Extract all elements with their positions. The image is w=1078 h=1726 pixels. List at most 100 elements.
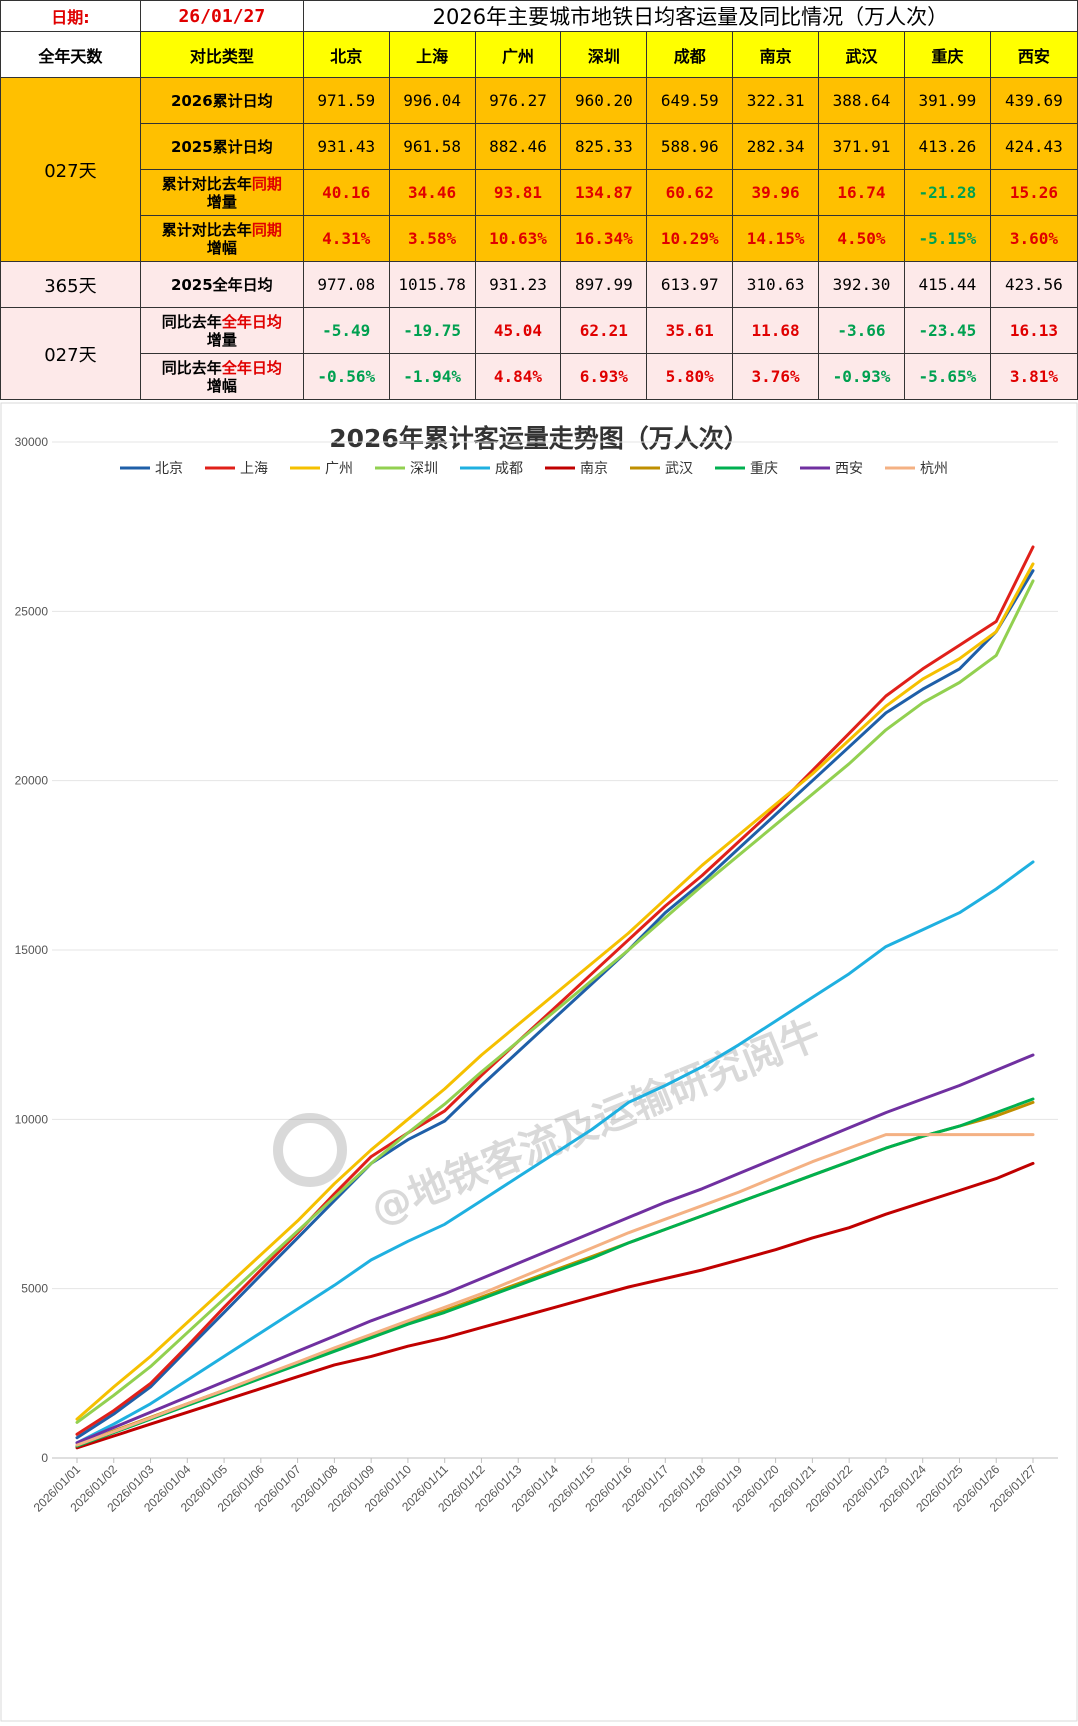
table-title: 2026年主要城市地铁日均客运量及同比情况（万人次） — [302, 0, 1078, 32]
value-cell-rfdiff: 16.13 — [989, 307, 1078, 354]
legend-label: 杭州 — [920, 461, 948, 477]
line-chart: 2026年累计客运量走势图（万人次） 0 5000 10000 15000 20000 2… — [0, 402, 1078, 1722]
value-cell-rfpct: 5.80% — [646, 353, 734, 400]
row-label-2025-full: 2025全年日均 — [139, 261, 304, 308]
value-cell-rdiff: -21.28 — [903, 169, 991, 216]
value-cell-r2026: 996.04 — [388, 77, 476, 124]
col-header-days: 全年天数 — [0, 31, 141, 78]
value-cell-rfull: 613.97 — [646, 261, 734, 308]
legend-label: 深圳 — [410, 461, 438, 477]
row-label-2025-avg: 2025累计日均 — [139, 123, 304, 170]
value-cell-rfull: 897.99 — [560, 261, 648, 308]
value-cell-rfpct: 4.84% — [474, 353, 562, 400]
series-line-南京 — [75, 1161, 1035, 1450]
value-cell-rdiff: 60.62 — [646, 169, 734, 216]
col-header-city: 西安 — [989, 31, 1078, 78]
value-cell-rfpct: 3.81% — [989, 353, 1078, 400]
col-header-city: 南京 — [732, 31, 820, 78]
label-part: 增量 — [206, 192, 237, 211]
label-highlight: 全年日均 — [221, 312, 282, 331]
value-cell-r2025: 825.33 — [560, 123, 648, 170]
value-cell-rpct: 3.58% — [388, 215, 476, 262]
value-cell-rfdiff: 45.04 — [474, 307, 562, 354]
gridlines — [52, 441, 1058, 1459]
y-tick-label: 10000 — [15, 1112, 49, 1126]
value-cell-rfull: 310.63 — [732, 261, 820, 308]
col-header-type: 对比类型 — [139, 31, 304, 78]
value-cell-rdiff: 39.96 — [732, 169, 820, 216]
value-cell-rdiff: 34.46 — [388, 169, 476, 216]
label-part: 增幅 — [206, 238, 237, 257]
legend-label: 西安 — [835, 461, 863, 477]
col-header-city: 成都 — [646, 31, 734, 78]
value-cell-r2026: 391.99 — [903, 77, 991, 124]
series-line-杭州 — [75, 1133, 1035, 1447]
series-lines — [75, 545, 1035, 1450]
legend-label: 武汉 — [665, 461, 693, 477]
value-cell-rfdiff: 35.61 — [646, 307, 734, 354]
value-cell-r2026: 976.27 — [474, 77, 562, 124]
row-label-cum-pct: 累计对比去年同期 增幅 — [139, 215, 304, 262]
value-cell-rfpct: 6.93% — [560, 353, 648, 400]
label-highlight: 全年日均 — [221, 358, 282, 377]
value-cell-rfpct: 3.76% — [732, 353, 820, 400]
value-cell-rfdiff: -5.49 — [302, 307, 390, 354]
y-tick-label: 20000 — [15, 774, 49, 788]
group-days-cell: 365天 — [0, 261, 141, 308]
value-cell-rfull: 1015.78 — [388, 261, 476, 308]
value-cell-rpct: 14.15% — [732, 215, 820, 262]
value-cell-r2025: 371.91 — [818, 123, 905, 170]
value-cell-rdiff: 93.81 — [474, 169, 562, 216]
value-cell-r2025: 882.46 — [474, 123, 562, 170]
group-days-cell: 027天 — [0, 77, 141, 262]
value-cell-rfdiff: 11.68 — [732, 307, 820, 354]
value-cell-rdiff: 15.26 — [989, 169, 1078, 216]
value-cell-rfull: 423.56 — [989, 261, 1078, 308]
col-header-city: 武汉 — [818, 31, 905, 78]
y-tick-label: 15000 — [15, 943, 49, 957]
value-cell-rfull: 977.08 — [302, 261, 390, 308]
series-line-广州 — [75, 562, 1035, 1421]
label-part: 增幅 — [206, 376, 237, 395]
value-cell-rpct: 4.50% — [818, 215, 905, 262]
series-line-成都 — [75, 860, 1035, 1445]
legend-label: 广州 — [325, 461, 353, 477]
value-cell-r2026: 439.69 — [989, 77, 1078, 124]
label-part: 同比去年 — [161, 358, 222, 377]
value-cell-rfpct: -5.65% — [903, 353, 991, 400]
series-line-西安 — [75, 1053, 1035, 1445]
value-cell-r2026: 971.59 — [302, 77, 390, 124]
row-label-2026-avg: 2026累计日均 — [139, 77, 304, 124]
value-cell-r2026: 960.20 — [560, 77, 648, 124]
value-cell-rfpct: -0.93% — [818, 353, 905, 400]
value-cell-r2025: 588.96 — [646, 123, 734, 170]
value-cell-rfdiff: 62.21 — [560, 307, 648, 354]
series-line-深圳 — [75, 579, 1035, 1424]
value-cell-rfdiff: -23.45 — [903, 307, 991, 354]
date-label: 日期: — [0, 0, 141, 32]
value-cell-r2025: 424.43 — [989, 123, 1078, 170]
weibo-icon — [273, 1113, 347, 1187]
value-cell-rpct: 10.29% — [646, 215, 734, 262]
value-cell-rpct: 16.34% — [560, 215, 648, 262]
legend-label: 成都 — [495, 461, 523, 477]
value-cell-rpct: -5.15% — [903, 215, 991, 262]
legend-label: 北京 — [155, 461, 183, 477]
label-highlight: 同期 — [251, 220, 282, 239]
col-header-city: 重庆 — [903, 31, 991, 78]
value-cell-rfdiff: -19.75 — [388, 307, 476, 354]
legend-label: 上海 — [240, 461, 268, 477]
legend: 北京 上海 广州 深圳 成都 南京 武汉 重庆 西安 杭州 — [120, 461, 948, 477]
y-tick-label: 30000 — [15, 435, 49, 449]
value-cell-r2025: 282.34 — [732, 123, 820, 170]
value-cell-r2025: 931.43 — [302, 123, 390, 170]
col-header-city: 广州 — [474, 31, 562, 78]
y-tick-label: 5000 — [21, 1282, 48, 1296]
series-line-北京 — [75, 569, 1035, 1440]
y-tick-label: 0 — [41, 1451, 48, 1465]
series-line-重庆 — [75, 1097, 1035, 1448]
legend-label: 重庆 — [750, 461, 778, 477]
row-label-full-pct: 同比去年全年日均 增幅 — [139, 353, 304, 400]
value-cell-r2026: 322.31 — [732, 77, 820, 124]
